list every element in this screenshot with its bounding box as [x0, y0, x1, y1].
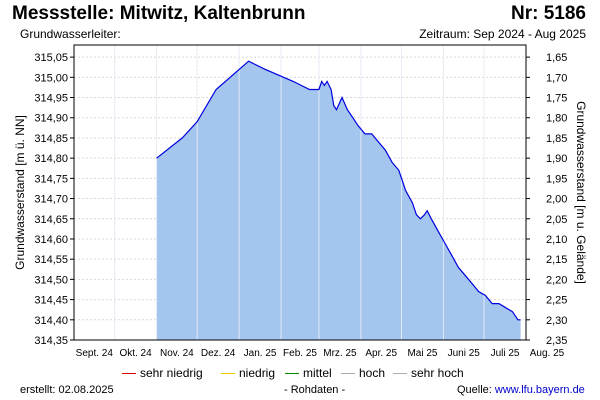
legend-label: sehr niedrig — [140, 366, 203, 380]
y-tick-label: 314,85 — [34, 133, 68, 145]
y-tick-label: 314,35 — [34, 335, 68, 347]
period-label: Zeitraum: Sep 2024 - Aug 2025 — [419, 27, 586, 41]
x-tick-label: Mrz. 25 — [323, 348, 357, 359]
legend-item-mittel: mittel — [285, 366, 332, 380]
y2-tick-label: 2,35 — [546, 335, 567, 347]
plot-frame — [73, 44, 527, 341]
y-tick-label: 314,75 — [34, 173, 68, 185]
y2-tick-label: 2,15 — [546, 254, 567, 266]
level-line — [156, 60, 521, 321]
x-tick-label: Sept. 24 — [76, 348, 114, 359]
x-tick-label: Dez. 24 — [201, 348, 236, 359]
source-link[interactable]: www.lfu.bayern.de — [494, 384, 585, 396]
y-axis-label: Grundwasserstand [m ü. NN] — [13, 115, 27, 270]
legend-item-sehr-niedrig: sehr niedrig — [122, 366, 203, 380]
x-tick-label: Okt. 24 — [119, 348, 152, 359]
legend-swatch — [122, 372, 136, 374]
y-tick-label: 314,50 — [34, 274, 68, 286]
y2-tick-label: 2,05 — [546, 214, 567, 226]
x-tick-label: Mai 25 — [407, 348, 437, 359]
y-tick-label: 314,65 — [34, 214, 68, 226]
y2-tick-label: 1,80 — [546, 113, 567, 125]
y2-tick-label: 2,00 — [546, 194, 567, 206]
y-tick-label: 314,40 — [34, 315, 68, 327]
y-tick-label: 314,60 — [34, 234, 68, 246]
legend-item-niedrig: niedrig — [221, 366, 275, 380]
legend-swatch — [221, 372, 235, 374]
x-tick-label: Juni 25 — [448, 348, 481, 359]
y-tick-label: 314,70 — [34, 194, 68, 206]
y-tick-label: 314,55 — [34, 254, 68, 266]
x-tick-label: Nov. 24 — [160, 348, 194, 359]
station-number: Nr: 5186 — [511, 3, 586, 24]
x-tick-label: Jan. 25 — [244, 348, 277, 359]
legend-label: hoch — [359, 366, 386, 380]
station-title: Messstelle: Mitwitz, Kaltenbrunn — [12, 3, 306, 24]
legend-label: mittel — [303, 366, 332, 380]
y2-tick-label: 1,65 — [546, 52, 567, 64]
y2-tick-label: 1,90 — [546, 153, 567, 165]
legend-item-hoch: hoch — [341, 366, 385, 380]
legend-swatch — [285, 372, 299, 374]
x-tick-label: Feb. 25 — [283, 348, 317, 359]
y2-tick-label: 2,20 — [546, 274, 567, 286]
legend-label: niedrig — [239, 366, 276, 380]
y2-tick-label: 1,95 — [546, 173, 567, 185]
legend-item-sehr-hoch: sehr hoch — [393, 366, 464, 380]
y2-tick-label: 1,85 — [546, 133, 567, 145]
legend-swatch — [393, 372, 407, 374]
y2-axis-label: Grundwasserstand [m u. Gelände] — [574, 101, 588, 284]
y-tick-label: 314,45 — [34, 295, 68, 307]
y-tick-label: 315,00 — [34, 72, 68, 84]
x-tick-label: Apr. 25 — [365, 348, 397, 359]
y-tick-label: 315,05 — [34, 52, 68, 64]
legend-swatch — [341, 372, 355, 374]
y-tick-label: 314,95 — [34, 93, 68, 105]
legend-label: sehr hoch — [411, 366, 464, 380]
y2-tick-label: 2,10 — [546, 234, 567, 246]
y2-tick-label: 1,75 — [546, 93, 567, 105]
y2-tick-label: 1,70 — [546, 72, 567, 84]
y2-tick-label: 2,25 — [546, 295, 567, 307]
y-tick-label: 314,80 — [34, 153, 68, 165]
y-tick-label: 314,90 — [34, 113, 68, 125]
aquifer-label: Grundwasserleiter: — [20, 27, 121, 41]
y2-tick-label: 2,30 — [546, 315, 567, 327]
x-tick-label: Aug. 25 — [530, 348, 565, 359]
source-label: Quelle: — [457, 384, 495, 396]
raw-data-label: - Rohdaten - — [284, 384, 346, 396]
source: Quelle: www.lfu.bayern.de — [457, 384, 585, 396]
level-area — [156, 61, 521, 340]
x-tick-label: Juli 25 — [491, 348, 520, 359]
created-date: erstellt: 02.08.2025 — [20, 384, 114, 396]
